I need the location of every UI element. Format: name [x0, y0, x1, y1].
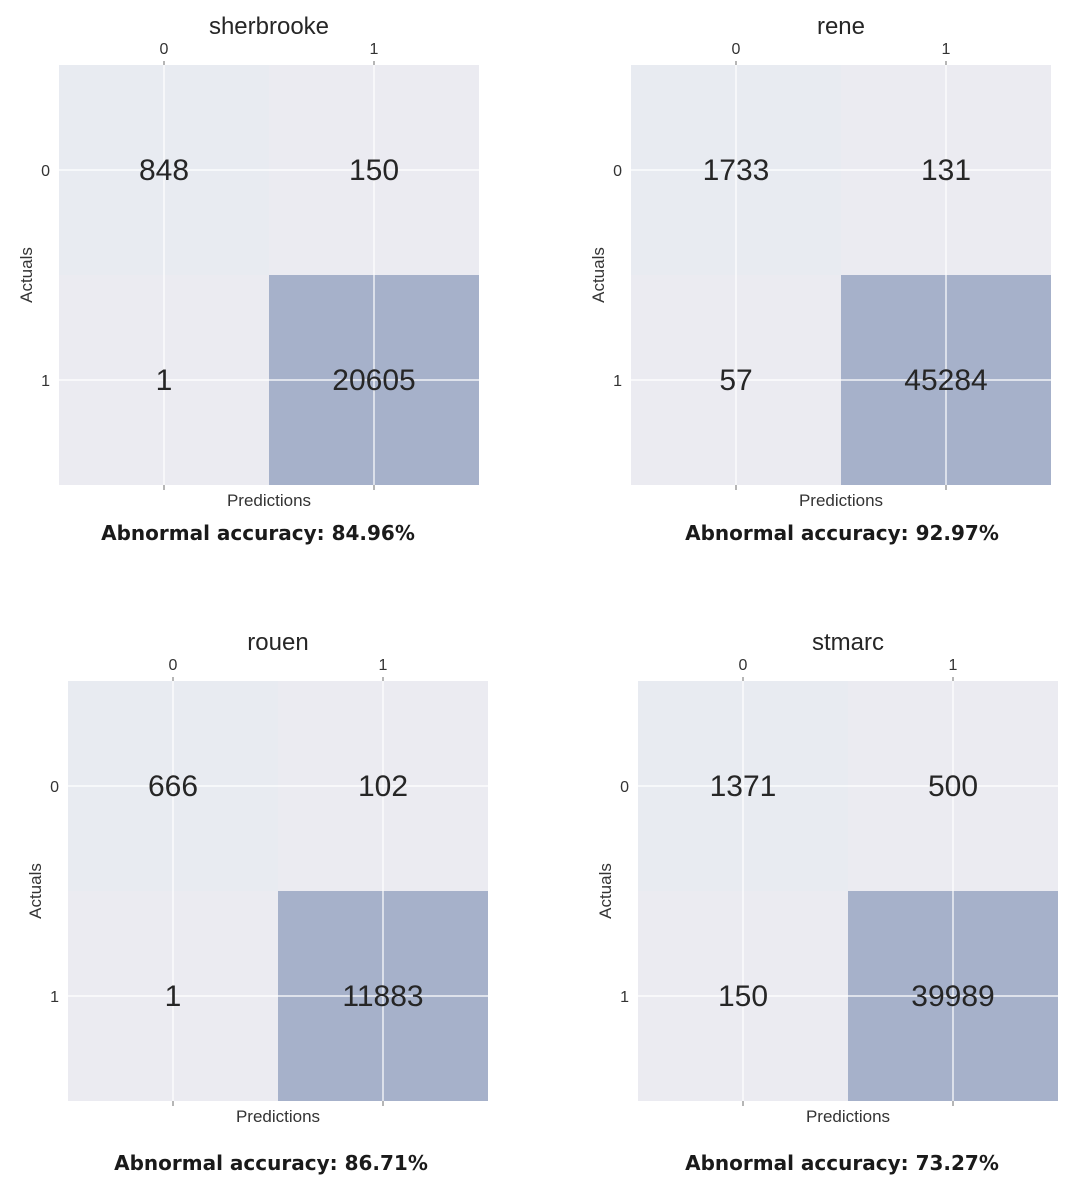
- accuracy-caption: Abnormal accuracy: 86.71%: [114, 1151, 428, 1175]
- y-axis-label: Actuals: [589, 247, 608, 303]
- confusion-matrix-stmarc: 1371 500 150 39989 stmarc 0 1 0 1 Predictions Actu…: [596, 629, 1058, 1175]
- cell-value-label: 150: [718, 980, 768, 1013]
- accuracy-caption: Abnormal accuracy: 73.27%: [685, 1151, 999, 1175]
- y-tick-label: 0: [620, 779, 629, 796]
- y-tick-label: 0: [50, 779, 59, 796]
- x-tick-label: 1: [942, 41, 951, 58]
- x-axis-label: Predictions: [806, 1107, 890, 1126]
- confusion-matrix-rouen: 666 102 1 11883 rouen 0 1 0 1 Predictions Actuals A…: [26, 629, 488, 1175]
- y-axis-label: Actuals: [596, 863, 615, 919]
- cell-value-label: 57: [719, 364, 752, 397]
- y-tick-label: 1: [620, 989, 629, 1006]
- cell-value-label: 848: [139, 154, 189, 187]
- y-axis-label: Actuals: [17, 247, 36, 303]
- x-axis-label: Predictions: [227, 491, 311, 510]
- accuracy-caption: Abnormal accuracy: 92.97%: [685, 521, 999, 545]
- cell-value-label: 45284: [904, 364, 987, 397]
- cell-value-label: 131: [921, 154, 971, 187]
- x-axis-label: Predictions: [236, 1107, 320, 1126]
- cell-value-label: 1: [156, 364, 173, 397]
- cell-value-label: 11883: [342, 980, 423, 1013]
- confusion-matrix-sherbrooke: 848 150 1 20605 sherbrooke 0 1 0 1 Predictions Act…: [17, 13, 479, 545]
- cell-value-label: 39989: [911, 980, 994, 1013]
- chart-title: stmarc: [812, 629, 884, 656]
- x-tick-label: 1: [379, 657, 388, 674]
- confusion-matrix-rene: 1733 131 57 45284 rene 0 1 0 1 Predictions Actuals…: [589, 13, 1051, 545]
- cell-value-label: 20605: [332, 364, 415, 397]
- y-axis-label: Actuals: [26, 863, 45, 919]
- x-tick-label: 0: [160, 41, 169, 58]
- cell-value-label: 1: [165, 980, 182, 1013]
- y-tick-label: 1: [50, 989, 59, 1006]
- x-axis-label: Predictions: [799, 491, 883, 510]
- x-tick-label: 0: [169, 657, 178, 674]
- accuracy-caption: Abnormal accuracy: 84.96%: [101, 521, 415, 545]
- y-tick-label: 1: [613, 373, 622, 390]
- chart-title: sherbrooke: [209, 13, 329, 40]
- y-tick-label: 0: [41, 163, 50, 180]
- chart-title: rene: [817, 13, 865, 40]
- cell-value-label: 150: [349, 154, 399, 187]
- cell-value-label: 500: [928, 770, 978, 803]
- cell-value-label: 102: [358, 770, 408, 803]
- y-tick-label: 1: [41, 373, 50, 390]
- cell-value-label: 1733: [703, 154, 770, 187]
- x-tick-label: 0: [739, 657, 748, 674]
- cell-value-label: 666: [148, 770, 198, 803]
- x-tick-label: 0: [732, 41, 741, 58]
- y-tick-label: 0: [613, 163, 622, 180]
- x-tick-label: 1: [949, 657, 958, 674]
- x-tick-label: 1: [370, 41, 379, 58]
- chart-title: rouen: [247, 629, 308, 656]
- cell-value-label: 1371: [710, 770, 777, 803]
